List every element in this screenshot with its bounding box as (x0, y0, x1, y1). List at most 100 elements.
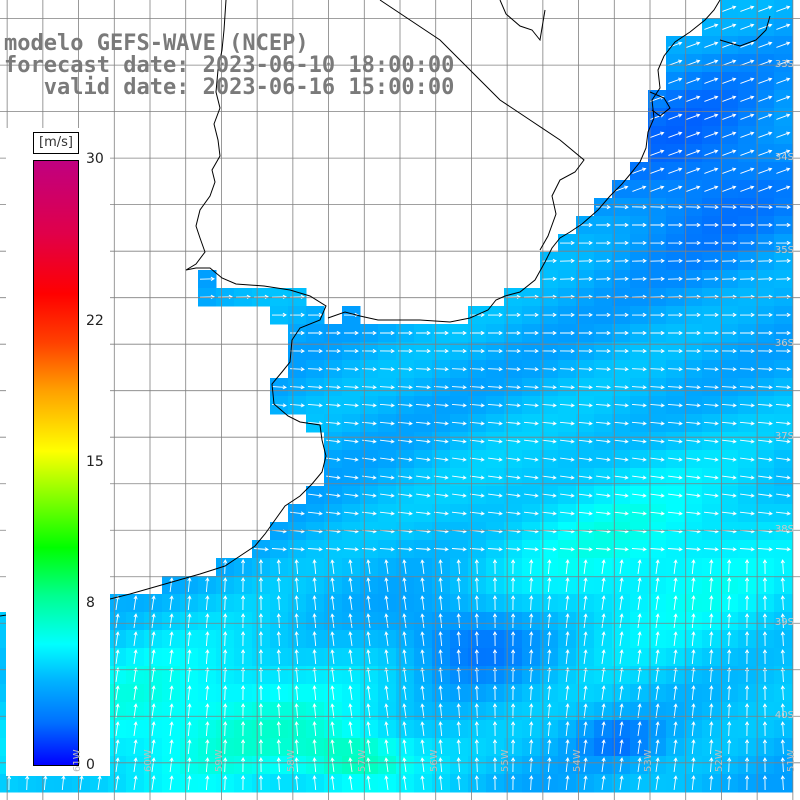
wind-arrow (762, 757, 767, 773)
wind-arrow (685, 240, 701, 245)
wind-arrow (560, 439, 575, 444)
wind-arrow (487, 421, 503, 426)
wind-arrow (727, 703, 732, 719)
wind-arrow (757, 403, 773, 408)
wind-arrow (613, 547, 629, 552)
wind-arrow (619, 559, 624, 574)
wind-arrow (704, 439, 719, 444)
wind-arrow (366, 775, 371, 790)
wind-arrow (402, 649, 407, 664)
colorbar (33, 160, 79, 766)
wind-arrow (601, 685, 606, 700)
wind-arrow (523, 367, 539, 372)
wind-arrow (577, 367, 593, 372)
wind-arrow (434, 439, 449, 444)
wind-arrow (721, 258, 737, 263)
wind-arrow (637, 739, 642, 754)
wind-arrow (650, 167, 665, 174)
wind-arrow (740, 330, 755, 336)
wind-arrow (289, 511, 305, 516)
wind-arrow (577, 421, 593, 426)
wind-arrow (758, 59, 773, 66)
wind-arrow (384, 577, 389, 592)
wind-arrow (740, 95, 755, 102)
wind-arrow (384, 613, 389, 628)
wind-arrow (776, 5, 791, 12)
wind-arrow (541, 367, 557, 372)
wind-arrow (456, 631, 461, 647)
wind-arrow (258, 631, 263, 647)
wind-arrow (402, 577, 407, 592)
wind-arrow (523, 385, 539, 390)
wind-arrow (384, 757, 389, 772)
wind-arrow (542, 475, 557, 480)
colorbar-tick-label: 8 (86, 595, 95, 612)
wind-arrow (691, 739, 696, 755)
wind-arrow (402, 685, 407, 700)
wind-arrow (492, 649, 497, 665)
wind-arrow (740, 59, 755, 66)
wind-arrow (451, 403, 467, 408)
wind-arrow (524, 330, 539, 336)
wind-arrow (704, 149, 719, 156)
wind-arrow (187, 721, 192, 737)
wind-arrow (727, 721, 732, 737)
wind-arrow (650, 475, 665, 480)
longitude-label: 54W (571, 749, 583, 772)
wind-arrow (379, 385, 395, 390)
wind-arrow (151, 631, 156, 646)
wind-arrow (578, 493, 593, 498)
longitude-label: 55W (500, 749, 512, 772)
wind-arrow (223, 631, 228, 647)
wind-arrow (133, 775, 138, 790)
wind-arrow (601, 703, 606, 718)
wind-arrow (780, 631, 785, 647)
wind-arrow (721, 385, 737, 390)
wind-arrow (668, 167, 683, 174)
wind-arrow (650, 149, 665, 156)
wind-arrow (492, 775, 497, 791)
wind-arrow (366, 757, 371, 772)
wind-arrow (511, 775, 516, 791)
wind-arrow (115, 739, 120, 754)
wind-arrow (685, 403, 701, 408)
wind-arrow (492, 721, 497, 737)
wind-arrow (631, 511, 647, 516)
wind-arrow (685, 367, 701, 372)
wind-arrow (205, 595, 210, 611)
wind-arrow (650, 185, 665, 192)
wind-arrow (739, 349, 755, 354)
wind-arrow (312, 577, 317, 593)
wind-arrow (775, 312, 791, 317)
wind-arrow (619, 577, 624, 592)
wind-arrow (294, 595, 299, 611)
wind-arrow (637, 595, 642, 610)
wind-arrow (703, 349, 719, 354)
wind-arrow (758, 493, 773, 498)
wind-arrow (745, 703, 750, 719)
wind-arrow (565, 649, 570, 665)
wind-arrow (583, 613, 588, 628)
wind-arrow (613, 385, 629, 390)
wind-arrow (492, 595, 497, 611)
wind-arrow (704, 167, 719, 174)
bay-detail (649, 91, 671, 117)
wind-arrow (258, 721, 263, 737)
wind-arrow (474, 739, 479, 755)
wind-arrow (420, 649, 425, 664)
wind-arrow (739, 547, 755, 552)
wind-arrow (433, 511, 449, 516)
wind-arrow (488, 493, 503, 498)
wind-arrow (294, 757, 299, 773)
wind-arrow (691, 559, 696, 575)
wind-arrow (709, 703, 714, 719)
wind-arrow (649, 385, 665, 390)
wind-arrow (727, 559, 732, 575)
wind-arrow (420, 757, 425, 772)
wind-arrow (456, 775, 461, 791)
wind-arrow (541, 258, 557, 263)
wind-arrow (704, 493, 719, 498)
wind-arrow (438, 757, 443, 773)
wind-arrow (686, 113, 701, 120)
wind-arrow (686, 330, 701, 336)
